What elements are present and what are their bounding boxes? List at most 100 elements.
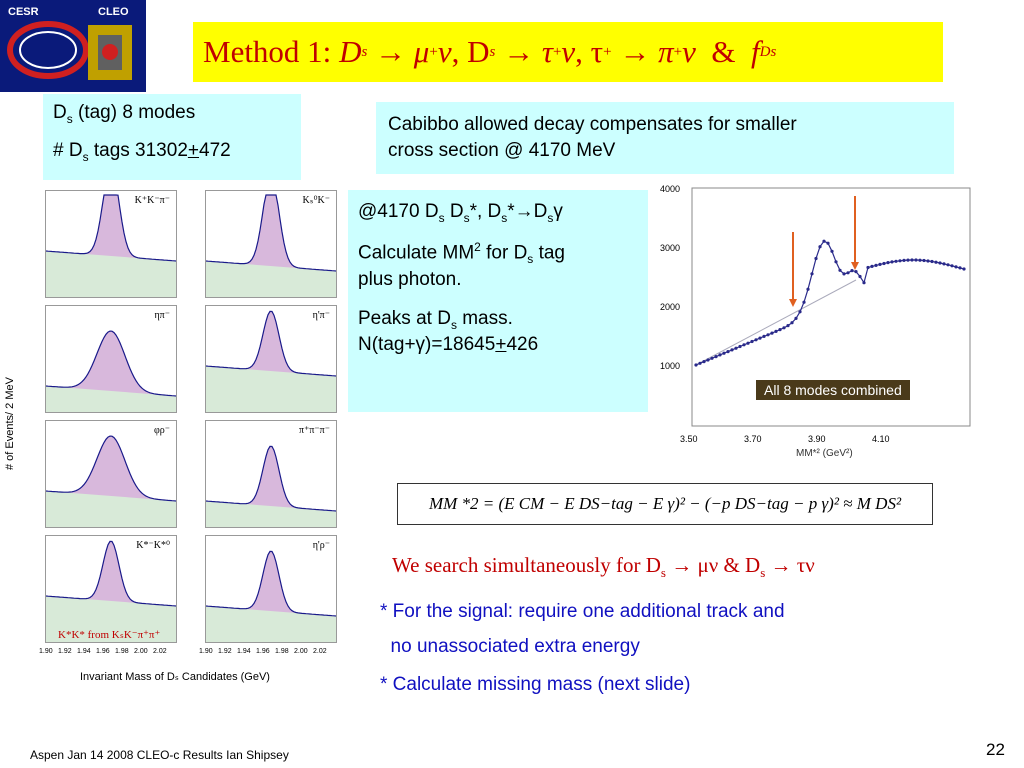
mm2-point [794,316,798,320]
mm2-point [726,350,730,354]
m15: plus photon. [358,269,462,291]
mm2-point [842,272,846,276]
title-sup3: + [603,43,612,60]
fit-curve [205,445,337,512]
mass-xtick: 1.98 [115,648,129,655]
mm2-point [846,271,850,275]
title-f: f [751,34,760,69]
title-method: Method 1: [203,34,332,69]
mass-panel: π⁺π⁻π⁻ [205,420,337,528]
mass-panel-plot [45,194,177,297]
mm2-point [886,261,890,265]
title-amp: & [711,34,736,69]
mm2-point [906,258,910,262]
mm2-point [894,259,898,263]
mode-label: η'ρ⁻ [312,540,330,551]
t1a: D [53,102,67,123]
mass-note: K*K* from KₛK⁻π⁺π⁺ [58,629,161,641]
mass-xtick: 2.00 [294,648,308,655]
mm2-background-line [695,279,857,366]
mode-label: K*⁻K*⁰ [136,540,170,551]
mass-panel-plot [205,194,337,297]
mm2-point [702,360,706,364]
background-fill [206,606,336,642]
fit-curve [45,330,177,397]
t1b: s [66,111,73,126]
mm2-point [742,343,746,347]
fit-curve [45,435,177,502]
m20: + [495,334,507,356]
mass-panel: φρ⁻ [45,420,177,528]
mm2-point [830,249,834,253]
peak-arrow-head [851,262,859,270]
title-arrow2: → [503,34,535,69]
title-pi: π [658,34,674,69]
mm2-point [738,344,742,349]
logo-cesr-text: CESR [8,6,39,18]
mm2-point [754,338,758,342]
mm2-point [874,263,878,267]
mass-panel-plot [205,445,337,527]
cabibbo-line2: cross section @ 4170 MeV [388,139,616,161]
s4: s [760,565,766,581]
missing-mass-formula: MM *2 = (E CM − E DS−tag − E γ)² − (−p D… [397,483,933,525]
mass-xtick: 1.96 [96,648,110,655]
mm2-point [934,260,938,264]
t2a: # D [53,139,83,161]
background-fill [46,596,176,642]
mass-panel-plot [45,330,177,412]
title-ds: Ds [759,43,777,60]
cabibbo-box: Cabibbo allowed decay compensates for sm… [376,102,954,174]
mm2-point [762,334,766,338]
mm2-point [802,300,806,304]
mm2-point [806,287,810,291]
mass-panel-plot [205,310,337,412]
mm2-point [930,259,934,264]
mass-xtick: 1.94 [237,648,251,655]
m13: s [527,252,534,267]
mass-xlabel: Invariant Mass of Dₛ Candidates (GeV) [80,671,270,683]
mm2-point [818,245,822,249]
mm2-point [958,266,962,270]
mass-xtick: 1.94 [77,648,91,655]
title-nu: ν [437,34,452,69]
logo-cleo-text: CLEO [98,6,129,18]
title-arrow3: → [619,34,651,69]
mm2-point [778,328,782,332]
mass-panel-plot [205,550,337,642]
title-sup4: + [673,43,683,60]
mm2-point [706,358,710,362]
mm2-xlabel: MM*² (GeV²) [796,448,853,459]
m1: @4170 D [358,201,439,222]
mm2-point [954,265,958,269]
title-tau: τ [541,34,553,69]
m16: Peaks at D [358,307,451,329]
mm2-xtick: 3.50 [680,434,698,444]
mass-panel-plot [45,540,177,642]
search-statement: We search simultaneously for Ds → μν & D… [392,553,815,581]
mm2-point [862,281,866,285]
mass-panel: η'π⁻ [205,305,337,413]
mm2-point [722,351,726,355]
background-fill [46,386,176,412]
background-fill [206,366,336,412]
mm-p3: Peaks at Ds mass. N(tag+γ)=18645+426 [358,307,638,358]
m7: *→D [507,201,548,222]
mm2-xtick: 3.70 [744,434,762,444]
mm2-point [766,333,770,337]
title-sub: s [361,43,368,60]
m18: mass. [456,307,513,329]
bullet-missing-mass: * Calculate missing mass (next slide) [380,674,691,695]
mm2-ytick: 3000 [660,243,680,253]
mm2-point [878,262,882,266]
mm-p2: Calculate MM2 for Ds tag plus photon. [358,240,638,292]
m2: s [438,210,445,225]
mass-panel: ηπ⁻ [45,305,177,413]
background-fill [206,261,336,297]
peak-arrow-head [789,299,797,307]
m21: 426 [506,334,539,356]
mm2-svg: 4000 3000 2000 1000 3.50 3.70 3.90 4.10 [660,184,971,444]
mass-xtick: 1.92 [58,648,72,655]
m8: s [547,210,554,225]
fit-curve [205,310,337,377]
